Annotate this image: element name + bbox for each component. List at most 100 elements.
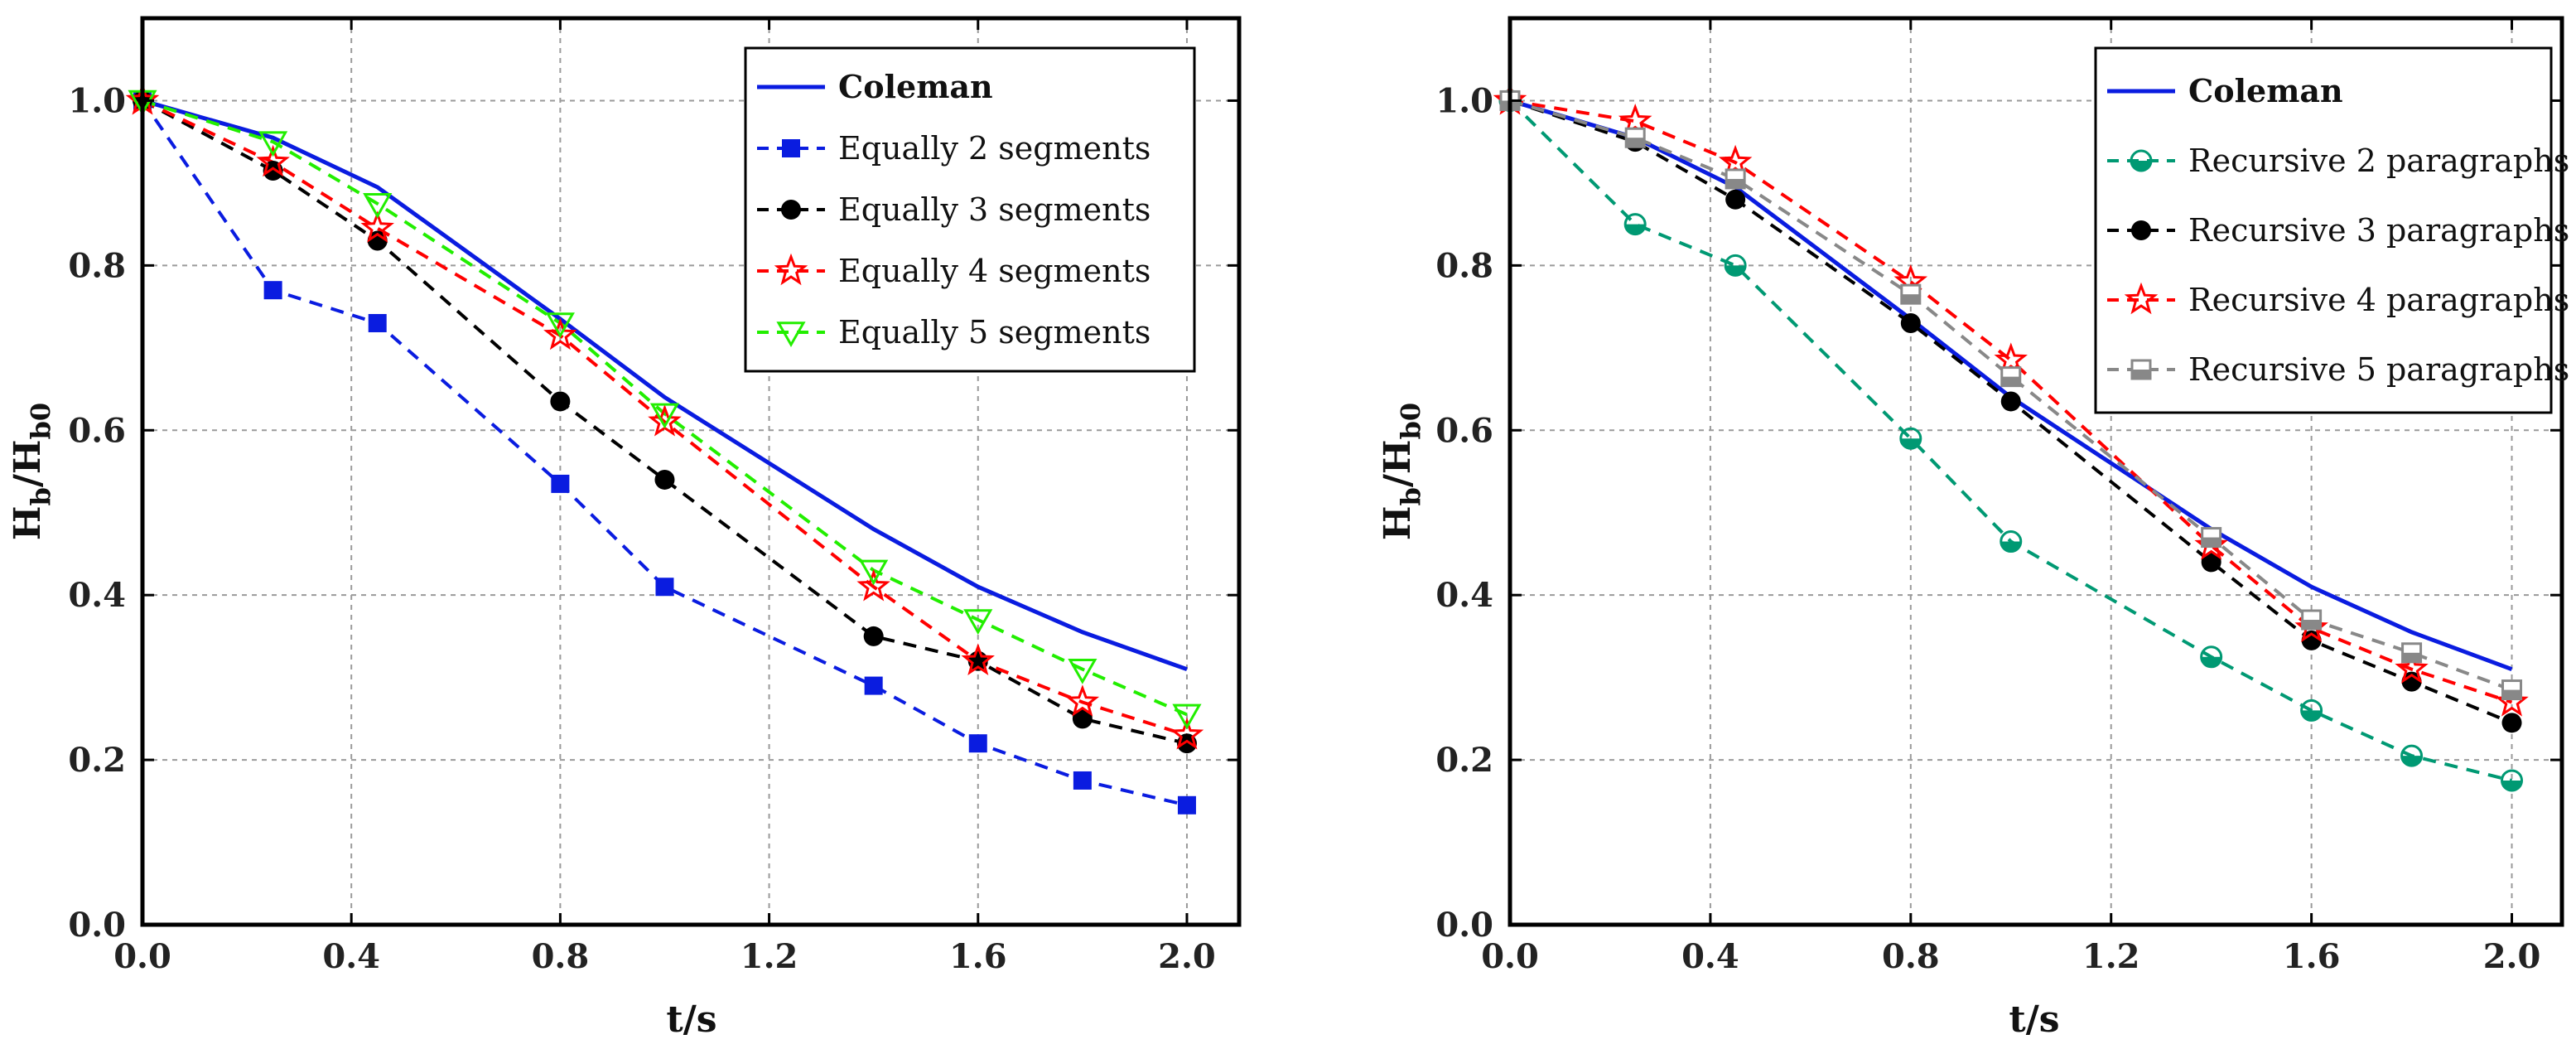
data-point-equally-2-segments bbox=[1073, 771, 1092, 790]
data-point-equally-4-segments bbox=[961, 643, 995, 675]
legend-item-recursive-3-paragraphs: Recursive 3 paragraphs bbox=[2107, 212, 2569, 249]
legend-label: Equally 4 segments bbox=[838, 253, 1151, 289]
data-point-equally-5-segments bbox=[963, 609, 993, 636]
legend-swatch-marker-fill bbox=[2132, 370, 2150, 379]
data-point-recursive-3-paragraphs bbox=[1900, 312, 1921, 333]
data-point-recursive-5-paragraphs-fill bbox=[1726, 178, 1745, 188]
legend-item-coleman: Coleman bbox=[757, 68, 993, 105]
x-tick-label: 0.0 bbox=[1481, 937, 1539, 976]
data-point-recursive-5-paragraphs bbox=[2501, 679, 2523, 701]
data-point-recursive-2-paragraphs bbox=[2000, 530, 2023, 554]
data-point-recursive-4-paragraphs bbox=[1618, 104, 1652, 136]
y-tick-label: 1.0 bbox=[1435, 81, 1493, 120]
x-axis-title: t/s bbox=[666, 998, 716, 1041]
data-point-recursive-5-paragraphs bbox=[1725, 168, 1746, 190]
data-point-recursive-2-paragraphs bbox=[2501, 769, 2524, 792]
series-line-recursive-4-paragraphs bbox=[1509, 99, 2513, 704]
data-point-recursive-3-paragraphs bbox=[2401, 671, 2422, 692]
x-tick-label: 2.0 bbox=[1158, 937, 1216, 976]
legend-item-recursive-2-paragraphs: Recursive 2 paragraphs bbox=[2107, 143, 2569, 179]
data-point-equally-2-segments bbox=[655, 578, 674, 597]
series-line-equally-3-segments bbox=[142, 99, 1188, 746]
y-tick-label: 0.6 bbox=[1435, 411, 1493, 450]
y-tick-label: 0.8 bbox=[68, 246, 126, 285]
y-tick-label: 0.6 bbox=[68, 411, 126, 450]
data-point-recursive-2-paragraphs-ring bbox=[2400, 744, 2424, 767]
x-tick-label: 0.0 bbox=[113, 937, 171, 976]
data-point-recursive-5-paragraphs bbox=[2401, 642, 2423, 664]
data-point-recursive-5-paragraphs-fill bbox=[1901, 294, 1920, 304]
data-point-recursive-5-paragraphs-fill bbox=[2001, 376, 2020, 386]
data-point-recursive-2-paragraphs-ring bbox=[1724, 254, 1747, 277]
data-point-equally-5-segments bbox=[649, 403, 680, 429]
data-point-recursive-3-paragraphs bbox=[2301, 630, 2322, 650]
data-point-recursive-2-paragraphs bbox=[2300, 699, 2323, 722]
legend-swatch-marker-ring bbox=[2130, 149, 2153, 172]
data-point-equally-4-segments bbox=[256, 144, 290, 177]
x-tick-label: 0.8 bbox=[1882, 937, 1940, 976]
series-line-recursive-5-paragraphs bbox=[1509, 99, 2513, 692]
data-point-recursive-5-paragraphs bbox=[2000, 366, 2022, 388]
legend-label: Recursive 3 paragraphs bbox=[2188, 212, 2569, 249]
y-tick-label: 0.4 bbox=[68, 576, 126, 615]
data-point-equally-2-segments bbox=[368, 313, 387, 332]
legend-item-coleman: Coleman bbox=[2107, 72, 2343, 109]
data-point-equally-2-segments bbox=[1177, 795, 1196, 815]
data-point-recursive-2-paragraphs bbox=[2200, 645, 2223, 669]
legend-label: Coleman bbox=[2188, 72, 2343, 109]
data-point-recursive-4-paragraphs bbox=[2395, 651, 2429, 684]
series-line-equally-4-segments bbox=[142, 99, 1188, 737]
legend-item-equally-2-segments: Equally 2 segments bbox=[757, 130, 1151, 167]
legend-swatch-marker bbox=[2131, 220, 2151, 240]
data-point-recursive-3-paragraphs bbox=[2201, 552, 2221, 573]
data-point-recursive-5-paragraphs-fill bbox=[1626, 138, 1645, 147]
legend-swatch-marker bbox=[2124, 282, 2159, 315]
y-tick-label: 0.4 bbox=[1435, 576, 1493, 615]
series-line-recursive-2-paragraphs bbox=[1508, 99, 2512, 782]
x-tick-label: 0.4 bbox=[322, 937, 380, 976]
legend-swatch-marker bbox=[774, 253, 808, 286]
data-point-equally-3-segments bbox=[654, 469, 675, 490]
data-point-recursive-5-paragraphs-fill bbox=[2202, 537, 2221, 547]
data-point-recursive-5-paragraphs bbox=[1624, 127, 1646, 148]
y-tick-label: 0.8 bbox=[1435, 246, 1493, 285]
data-point-equally-3-segments bbox=[863, 626, 884, 646]
legend-label: Recursive 5 paragraphs bbox=[2188, 351, 2569, 388]
plot-frame bbox=[140, 16, 1242, 927]
data-point-equally-5-segments bbox=[1068, 658, 1097, 684]
data-point-recursive-5-paragraphs-fill bbox=[2502, 689, 2521, 699]
x-axis-title: t/s bbox=[2009, 998, 2059, 1041]
data-point-equally-5-segments bbox=[258, 131, 288, 157]
legend-swatch-marker bbox=[776, 321, 806, 348]
legend-label: Equally 3 segments bbox=[838, 191, 1151, 228]
legend-label: Recursive 2 paragraphs bbox=[2188, 143, 2569, 179]
series-line-coleman bbox=[142, 99, 1188, 672]
data-point-equally-3-segments bbox=[367, 230, 388, 251]
x-tick-label: 0.8 bbox=[532, 937, 590, 976]
data-point-equally-2-segments bbox=[551, 474, 570, 493]
data-point-equally-5-segments bbox=[859, 559, 889, 586]
data-point-equally-5-segments bbox=[1172, 703, 1202, 730]
y-tick-label: 0.2 bbox=[68, 741, 126, 780]
data-point-recursive-2-paragraphs-ring bbox=[2200, 645, 2223, 669]
data-point-recursive-5-paragraphs-fill bbox=[2402, 652, 2421, 662]
data-point-recursive-2-paragraphs-ring bbox=[1623, 213, 1647, 236]
data-point-recursive-4-paragraphs bbox=[1718, 144, 1753, 177]
x-tick-label: 1.2 bbox=[2082, 937, 2140, 976]
y-tick-label: 0.0 bbox=[68, 906, 126, 945]
data-point-equally-3-segments bbox=[550, 391, 571, 412]
plot-frame bbox=[1507, 16, 2564, 927]
data-point-recursive-2-paragraphs bbox=[1623, 213, 1647, 236]
right-chart: 0.0 0.4 0.8 1.2 1.6 2.0 0.0 0.2 0.4 0.6 0.8 1.0 t/s H… bbox=[1377, 16, 2569, 1041]
data-point-recursive-2-paragraphs-ring bbox=[2000, 530, 2023, 554]
data-point-recursive-5-paragraphs bbox=[2301, 609, 2323, 631]
markers-equally-2-segments bbox=[133, 91, 1196, 815]
legend-label: Coleman bbox=[838, 68, 993, 105]
legend-label: Equally 5 segments bbox=[838, 314, 1151, 350]
data-point-recursive-2-paragraphs bbox=[1724, 254, 1747, 277]
data-point-equally-4-segments bbox=[1065, 684, 1100, 717]
x-tick-label: 1.2 bbox=[740, 937, 798, 976]
legend-item-recursive-5-paragraphs: Recursive 5 paragraphs bbox=[2107, 351, 2569, 388]
legend-swatch-marker bbox=[782, 139, 800, 157]
data-point-recursive-2-paragraphs-ring bbox=[2501, 769, 2524, 792]
